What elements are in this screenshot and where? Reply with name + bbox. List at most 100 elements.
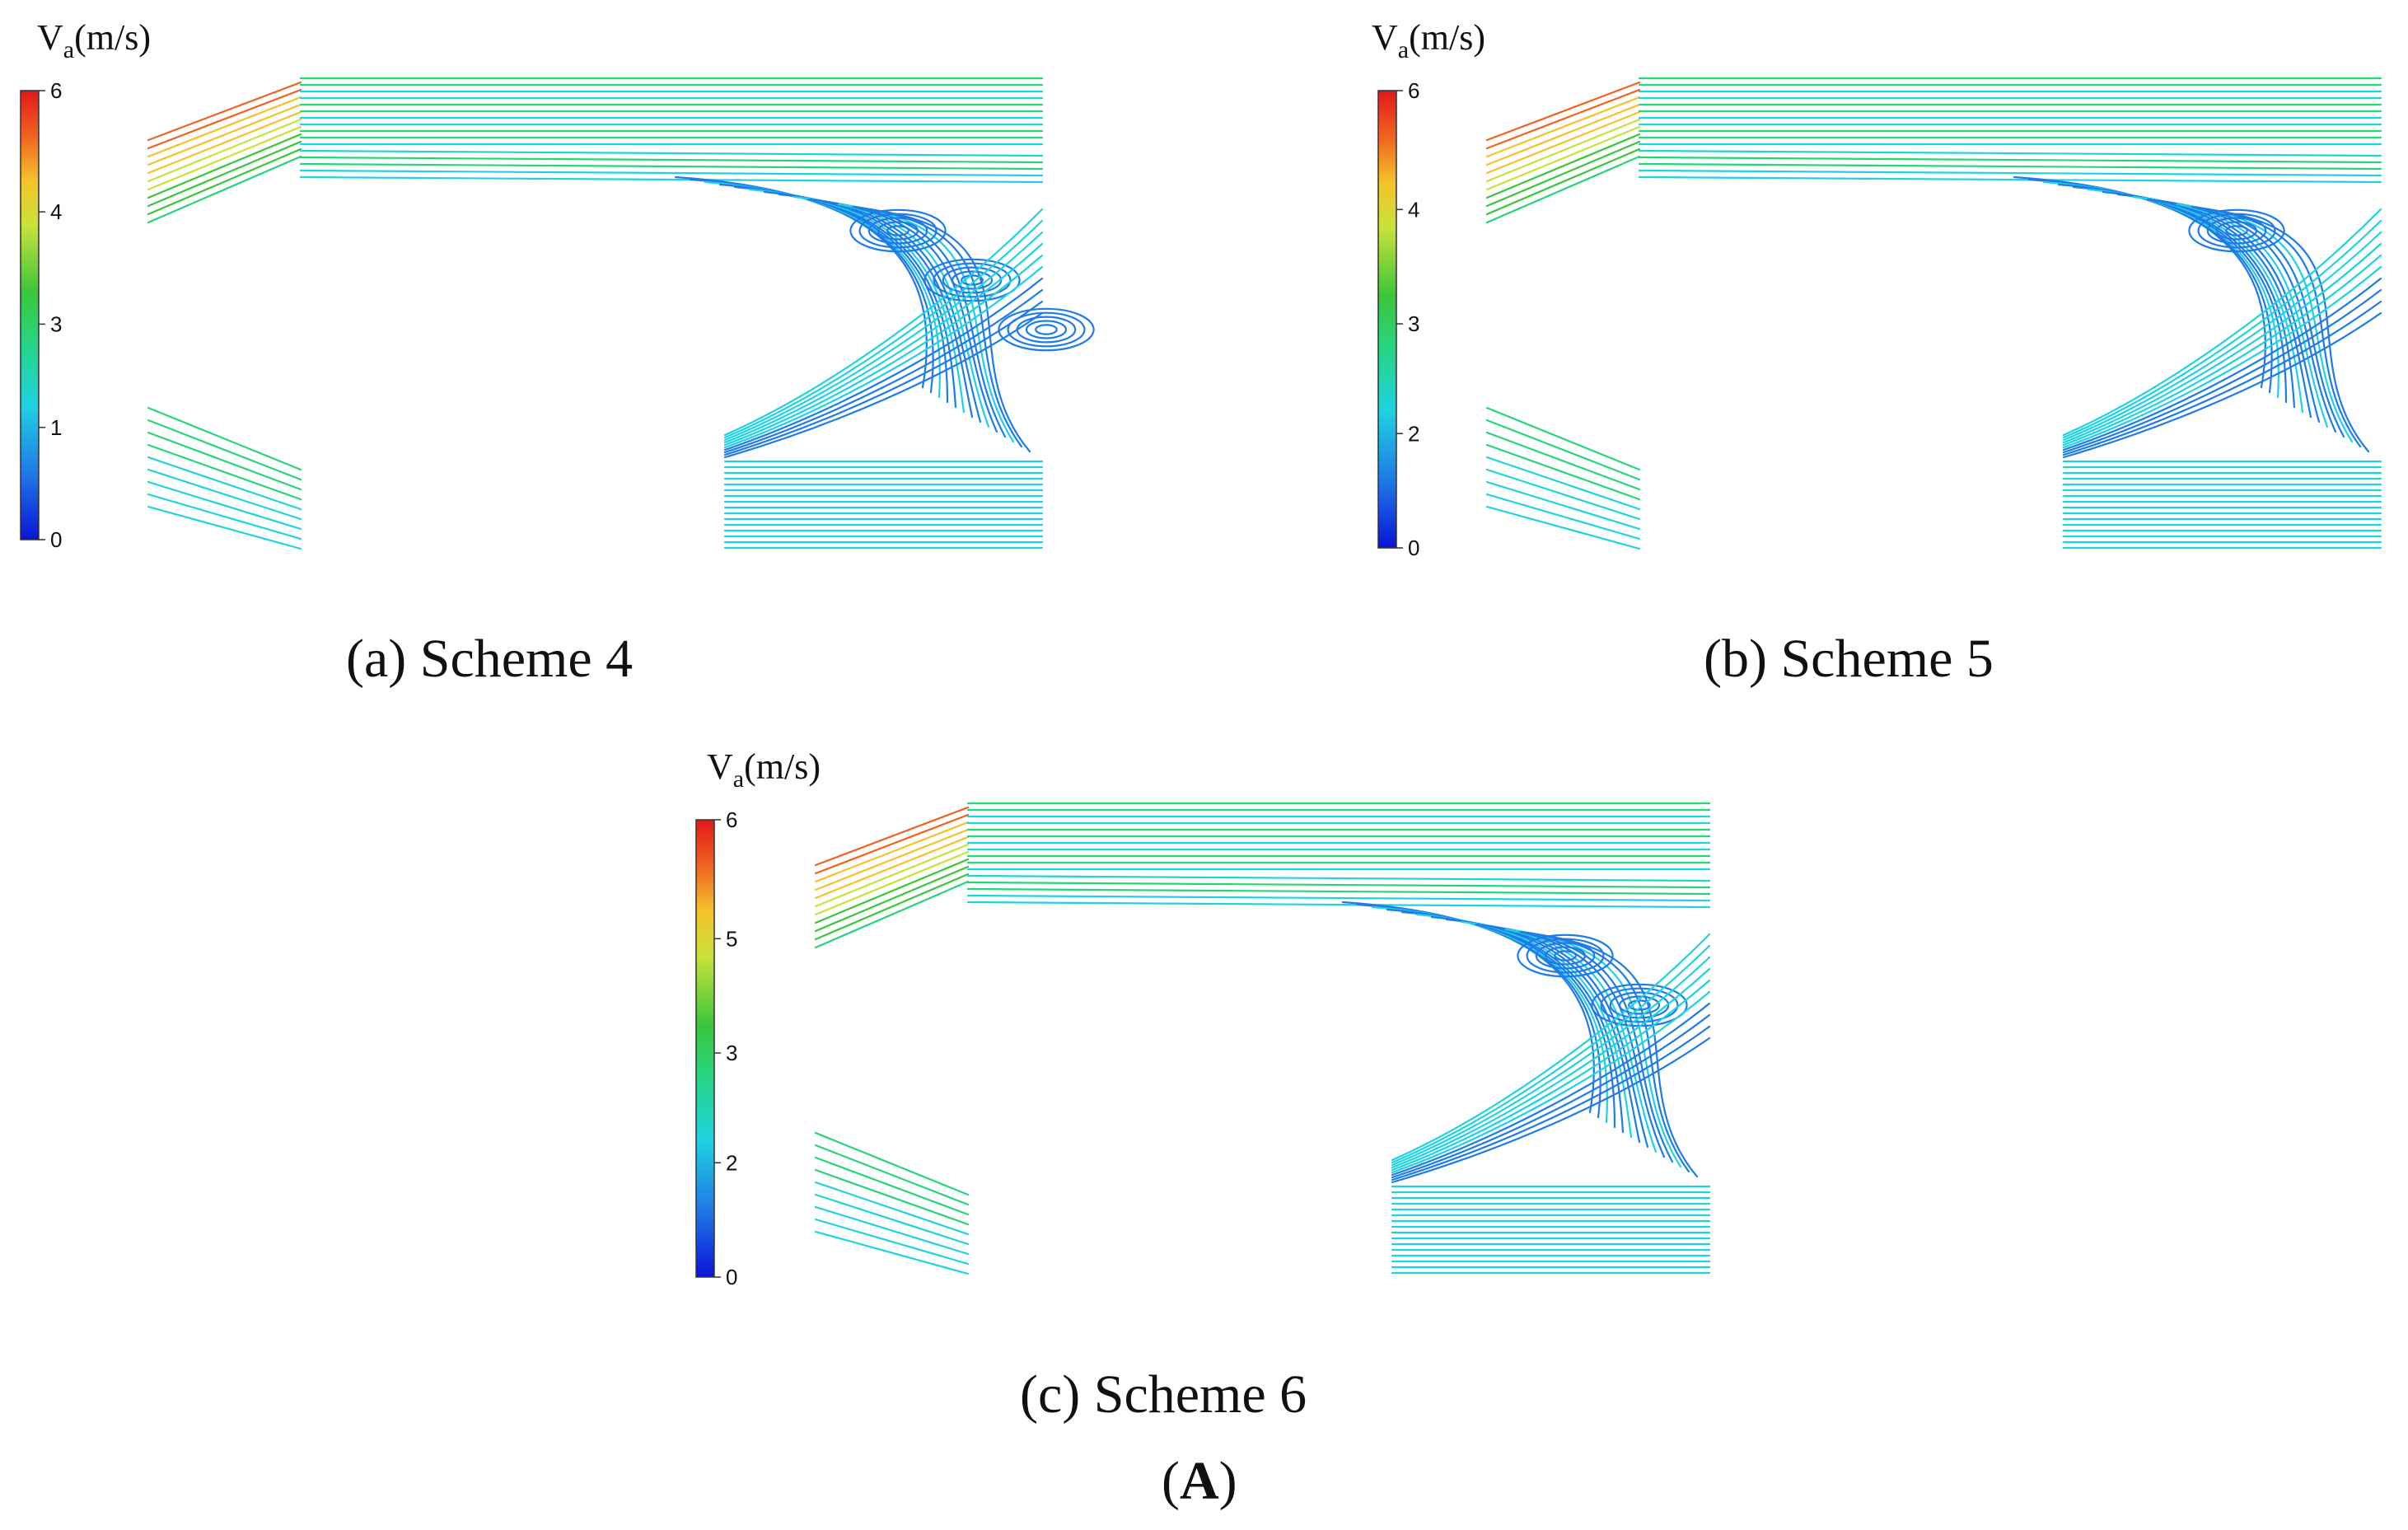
- streamline: [1638, 169, 2382, 177]
- streamline: [718, 183, 949, 404]
- streamline: [674, 175, 928, 389]
- streamline: [147, 406, 302, 471]
- streamline: [1485, 103, 1641, 166]
- streamline: [1391, 1025, 1711, 1181]
- streamline: [814, 1181, 970, 1236]
- streamline: [2205, 208, 2370, 453]
- streamline: [2057, 183, 2288, 404]
- streamline: [147, 468, 302, 521]
- streamline: [966, 874, 1711, 882]
- streamline: [1485, 493, 1641, 540]
- streamline: [1485, 147, 1641, 216]
- panel-scheme-4: Va(m/s) 6 4 3 1 0: [20, 17, 1095, 552]
- streamline: [2013, 175, 2266, 389]
- colorbar-tick-label: 5: [726, 926, 737, 951]
- vortex-ring: [2225, 225, 2248, 236]
- streamline: [2062, 254, 2382, 447]
- colorbar-tick-label: 2: [1408, 421, 1419, 446]
- streamline: [1485, 110, 1641, 175]
- vortex-ring: [998, 307, 1095, 352]
- streamline: [814, 858, 970, 924]
- colorbar: [20, 90, 40, 540]
- streamline: [147, 140, 302, 208]
- streamline: [2062, 277, 2382, 452]
- streamline: [1386, 908, 1616, 1129]
- streamline: [147, 155, 302, 224]
- streamline: [147, 456, 302, 511]
- streamline: [1391, 944, 1711, 1164]
- figure-label: (A): [1162, 1451, 1237, 1511]
- streamline: [2062, 265, 2382, 449]
- streamline: [147, 443, 302, 501]
- vortex-ring: [1628, 999, 1651, 1011]
- streamline: [1485, 505, 1641, 550]
- streamline: [814, 1156, 970, 1216]
- vortex-ring: [1554, 950, 1577, 962]
- streamline: [147, 147, 302, 216]
- streamline: [147, 81, 302, 142]
- streamline: [1485, 468, 1641, 521]
- colorbar-tick-label: 0: [726, 1265, 737, 1289]
- vortex-ring: [951, 270, 994, 290]
- streamline: [1485, 431, 1641, 491]
- vortex-ring: [2215, 221, 2258, 241]
- streamline: [966, 887, 1711, 896]
- streamlines: [147, 77, 1095, 550]
- streamline: [147, 431, 302, 491]
- streamline: [299, 156, 1044, 164]
- streamline: [867, 208, 1031, 453]
- streamline: [814, 1205, 970, 1256]
- streamline: [1485, 96, 1641, 158]
- vortex-ring: [2197, 213, 2276, 249]
- streamline: [2062, 208, 2382, 437]
- streamline: [723, 300, 1044, 456]
- streamline: [1485, 118, 1641, 183]
- streamline: [1391, 1013, 1711, 1179]
- colorbar: [1377, 90, 1397, 549]
- streamline: [147, 96, 302, 158]
- streamline: [1485, 133, 1641, 199]
- colorbar-tick-label: 3: [50, 311, 62, 336]
- streamline: [814, 1131, 970, 1196]
- streamline: [1485, 140, 1641, 208]
- streamline: [814, 850, 970, 916]
- streamline: [1391, 1002, 1711, 1177]
- streamlines: [1485, 77, 2382, 550]
- panel-scheme-5: Va(m/s) 6 4 3 2 0: [1372, 17, 2382, 560]
- streamline: [299, 169, 1044, 177]
- caption-c: (c) Scheme 6: [1020, 1364, 1307, 1425]
- streamline: [723, 277, 1044, 452]
- streamline: [2062, 231, 2382, 442]
- streamline: [814, 821, 970, 883]
- streamline: [2062, 311, 2382, 459]
- streamline: [814, 843, 970, 908]
- vortex-ring: [877, 221, 919, 241]
- streamline: [966, 901, 1711, 909]
- vortex-ring: [849, 208, 947, 253]
- streamline: [723, 242, 1044, 444]
- colorbar-tick-label: 4: [1408, 197, 1419, 222]
- streamline: [2131, 195, 2329, 428]
- vortex-ring: [2188, 208, 2285, 253]
- streamline: [147, 118, 302, 183]
- colorbar-tick-label: 3: [726, 1041, 737, 1065]
- streamline: [723, 254, 1044, 447]
- colorbar-tick-label: 3: [1408, 311, 1419, 336]
- streamline: [814, 835, 970, 900]
- colorbar-title: Va(m/s): [1372, 17, 1485, 63]
- vortex-ring: [1007, 311, 1086, 348]
- streamline: [1485, 88, 1641, 150]
- streamline: [147, 133, 302, 199]
- streamline: [1341, 901, 1595, 1114]
- colorbar-title: Va(m/s): [707, 746, 821, 793]
- streamlines: [814, 802, 1711, 1275]
- colorbar-tick-label: 6: [1408, 78, 1419, 103]
- vortex-ring: [1526, 938, 1605, 974]
- caption-b: (b) Scheme 5: [1704, 629, 1994, 689]
- streamline: [723, 231, 1044, 442]
- streamline: [1485, 81, 1641, 142]
- streamline: [147, 493, 302, 540]
- streamline: [1485, 480, 1641, 531]
- vortex-ring: [886, 225, 909, 236]
